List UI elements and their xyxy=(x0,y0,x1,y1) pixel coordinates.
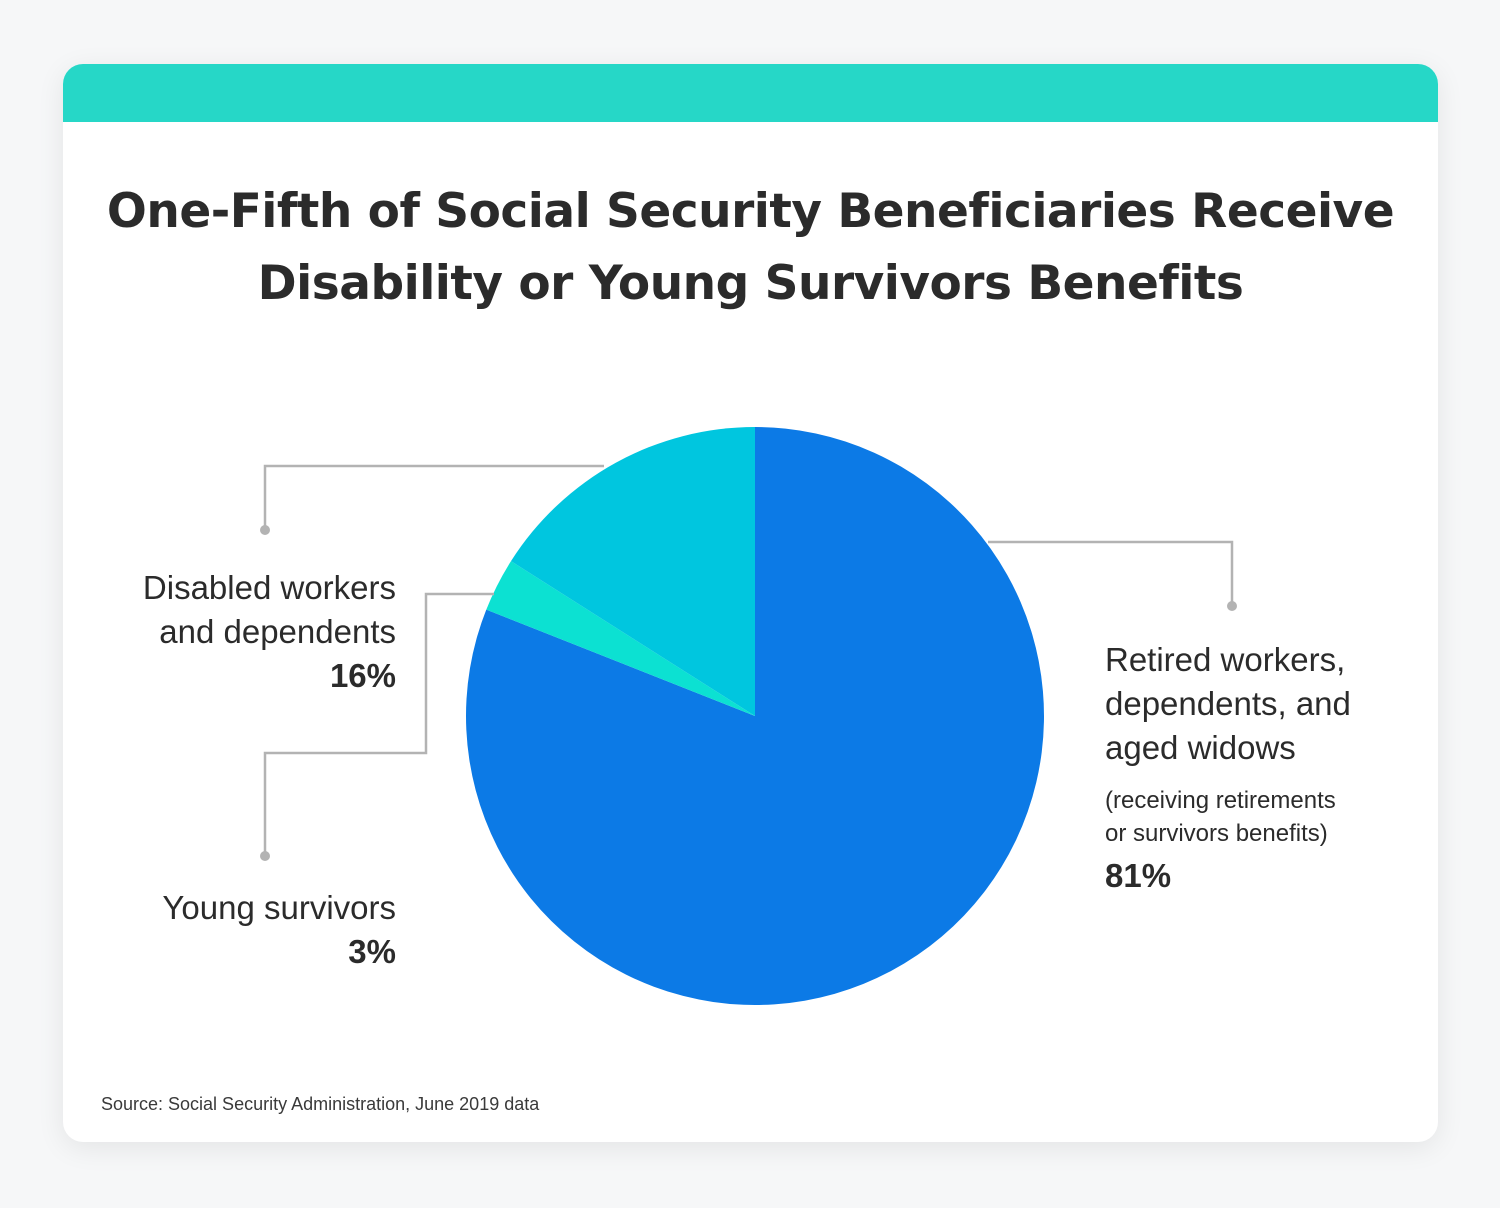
pie-slice-2 xyxy=(510,427,755,716)
pie-slices xyxy=(465,427,1045,1006)
leader-dot-disabled xyxy=(260,525,270,535)
label-young-line-1: Young survivors xyxy=(162,889,396,926)
label-disabled-line-2: and dependents xyxy=(159,613,396,650)
accent-bar xyxy=(63,64,1438,122)
chart-card: One-Fifth of Social Security Beneficiari… xyxy=(63,64,1438,1142)
leader-dot-young xyxy=(260,851,270,861)
label-young: Young survivors 3% xyxy=(63,886,396,974)
label-retired-note-1: (receiving retirements xyxy=(1105,787,1336,814)
label-disabled: Disabled workers and dependents 16% xyxy=(63,566,396,698)
leader-disabled xyxy=(263,464,604,530)
label-disabled-value: 16% xyxy=(329,657,396,694)
leader-retired xyxy=(988,540,1234,606)
label-retired-value: 81% xyxy=(1105,857,1172,894)
source-note: Source: Social Security Administration, … xyxy=(101,1094,540,1114)
chart-title: One-Fifth of Social Security Beneficiari… xyxy=(63,176,1438,320)
label-disabled-line-1: Disabled workers xyxy=(142,569,396,606)
title-line-2: Disability or Young Survivors Benefits xyxy=(257,256,1244,311)
label-retired-note-2: or survivors benefits) xyxy=(1105,820,1328,847)
label-retired-line-2: dependents, and xyxy=(1105,685,1351,722)
leader-young xyxy=(263,592,494,856)
label-retired-line-1: Retired workers, xyxy=(1105,641,1346,678)
label-young-value: 3% xyxy=(348,933,396,970)
leader-dot-retired xyxy=(1227,601,1237,611)
label-retired: Retired workers, dependents, and aged wi… xyxy=(1105,638,1425,898)
leader-lines xyxy=(260,464,1237,861)
pie-slice-1 xyxy=(486,561,755,716)
pie-chart xyxy=(260,427,1237,1006)
label-retired-line-3: aged widows xyxy=(1105,729,1296,766)
title-line-1: One-Fifth of Social Security Beneficiari… xyxy=(106,184,1395,239)
